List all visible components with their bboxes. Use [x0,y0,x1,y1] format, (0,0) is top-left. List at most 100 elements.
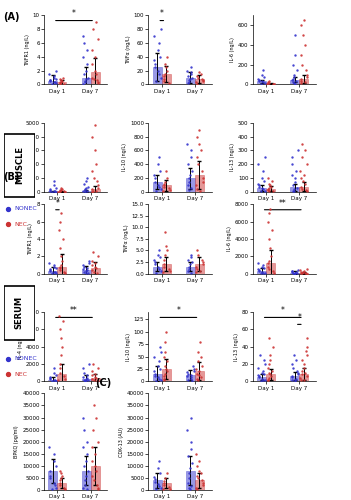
Point [185,479,191,487]
Bar [162,185,171,192]
Point [158,348,164,356]
Point [266,259,271,267]
Point [95,377,101,385]
Point [60,316,66,324]
Point [95,252,101,260]
Point [200,362,205,370]
Point [155,66,161,74]
Point [304,342,310,350]
Bar [81,378,91,382]
Point [196,466,202,474]
Bar [299,374,309,382]
Point [262,187,268,195]
Point [187,486,193,494]
Point [193,181,199,189]
Point [151,368,157,376]
Point [89,442,94,450]
Point [155,251,161,259]
Bar [290,376,299,382]
Point [53,79,59,87]
Point [187,262,192,270]
Bar [162,483,171,490]
Bar [195,264,204,274]
Point [158,268,163,276]
Point [155,160,161,168]
Point [187,469,192,477]
Point [81,39,86,47]
Point [91,376,97,384]
Point [292,269,298,277]
Point [89,256,94,264]
Point [262,269,268,277]
Point [57,481,63,489]
Point [156,457,161,465]
Point [61,484,67,492]
Point [156,70,162,78]
Point [292,178,298,186]
Point [301,376,307,384]
Bar [195,480,204,490]
Point [58,78,63,86]
Point [92,462,98,470]
Point [58,261,63,269]
Point [193,262,199,270]
Point [57,186,62,194]
Point [52,364,57,372]
Point [59,472,65,480]
Point [91,426,96,434]
Point [95,36,101,44]
Point [256,372,261,380]
Point [304,160,310,168]
Point [152,372,158,380]
Point [166,184,172,192]
Point [80,52,86,60]
Point [256,181,262,189]
Bar [91,190,100,192]
Point [187,76,192,84]
Point [260,78,266,86]
Point [270,80,276,88]
Bar [299,273,309,274]
Point [289,376,294,384]
Point [289,172,294,179]
Point [52,481,58,489]
Bar [257,271,266,274]
Point [157,342,163,350]
Point [262,376,268,384]
Bar [257,82,266,84]
Point [186,474,192,482]
Point [268,252,274,260]
Point [293,174,298,182]
Bar [290,273,299,274]
Point [289,268,294,276]
Point [89,188,95,196]
Point [83,184,88,192]
Point [293,31,298,39]
Point [161,72,167,80]
Point [151,472,157,480]
Point [293,374,298,382]
Point [90,472,95,480]
Point [58,474,63,482]
Point [48,186,53,194]
Point [298,21,304,29]
Point [190,168,195,175]
Point [59,469,64,477]
Point [260,168,266,175]
Point [94,466,99,474]
Point [163,63,168,71]
Point [260,374,265,382]
Point [92,66,98,74]
Point [292,80,297,88]
Point [151,171,157,179]
Point [200,174,206,182]
Point [91,360,96,368]
Text: *: * [297,314,301,322]
Point [52,376,58,384]
Point [57,80,63,88]
Point [198,352,204,360]
Point [51,368,57,376]
Point [163,365,168,373]
Bar [266,188,275,192]
Point [81,187,86,195]
